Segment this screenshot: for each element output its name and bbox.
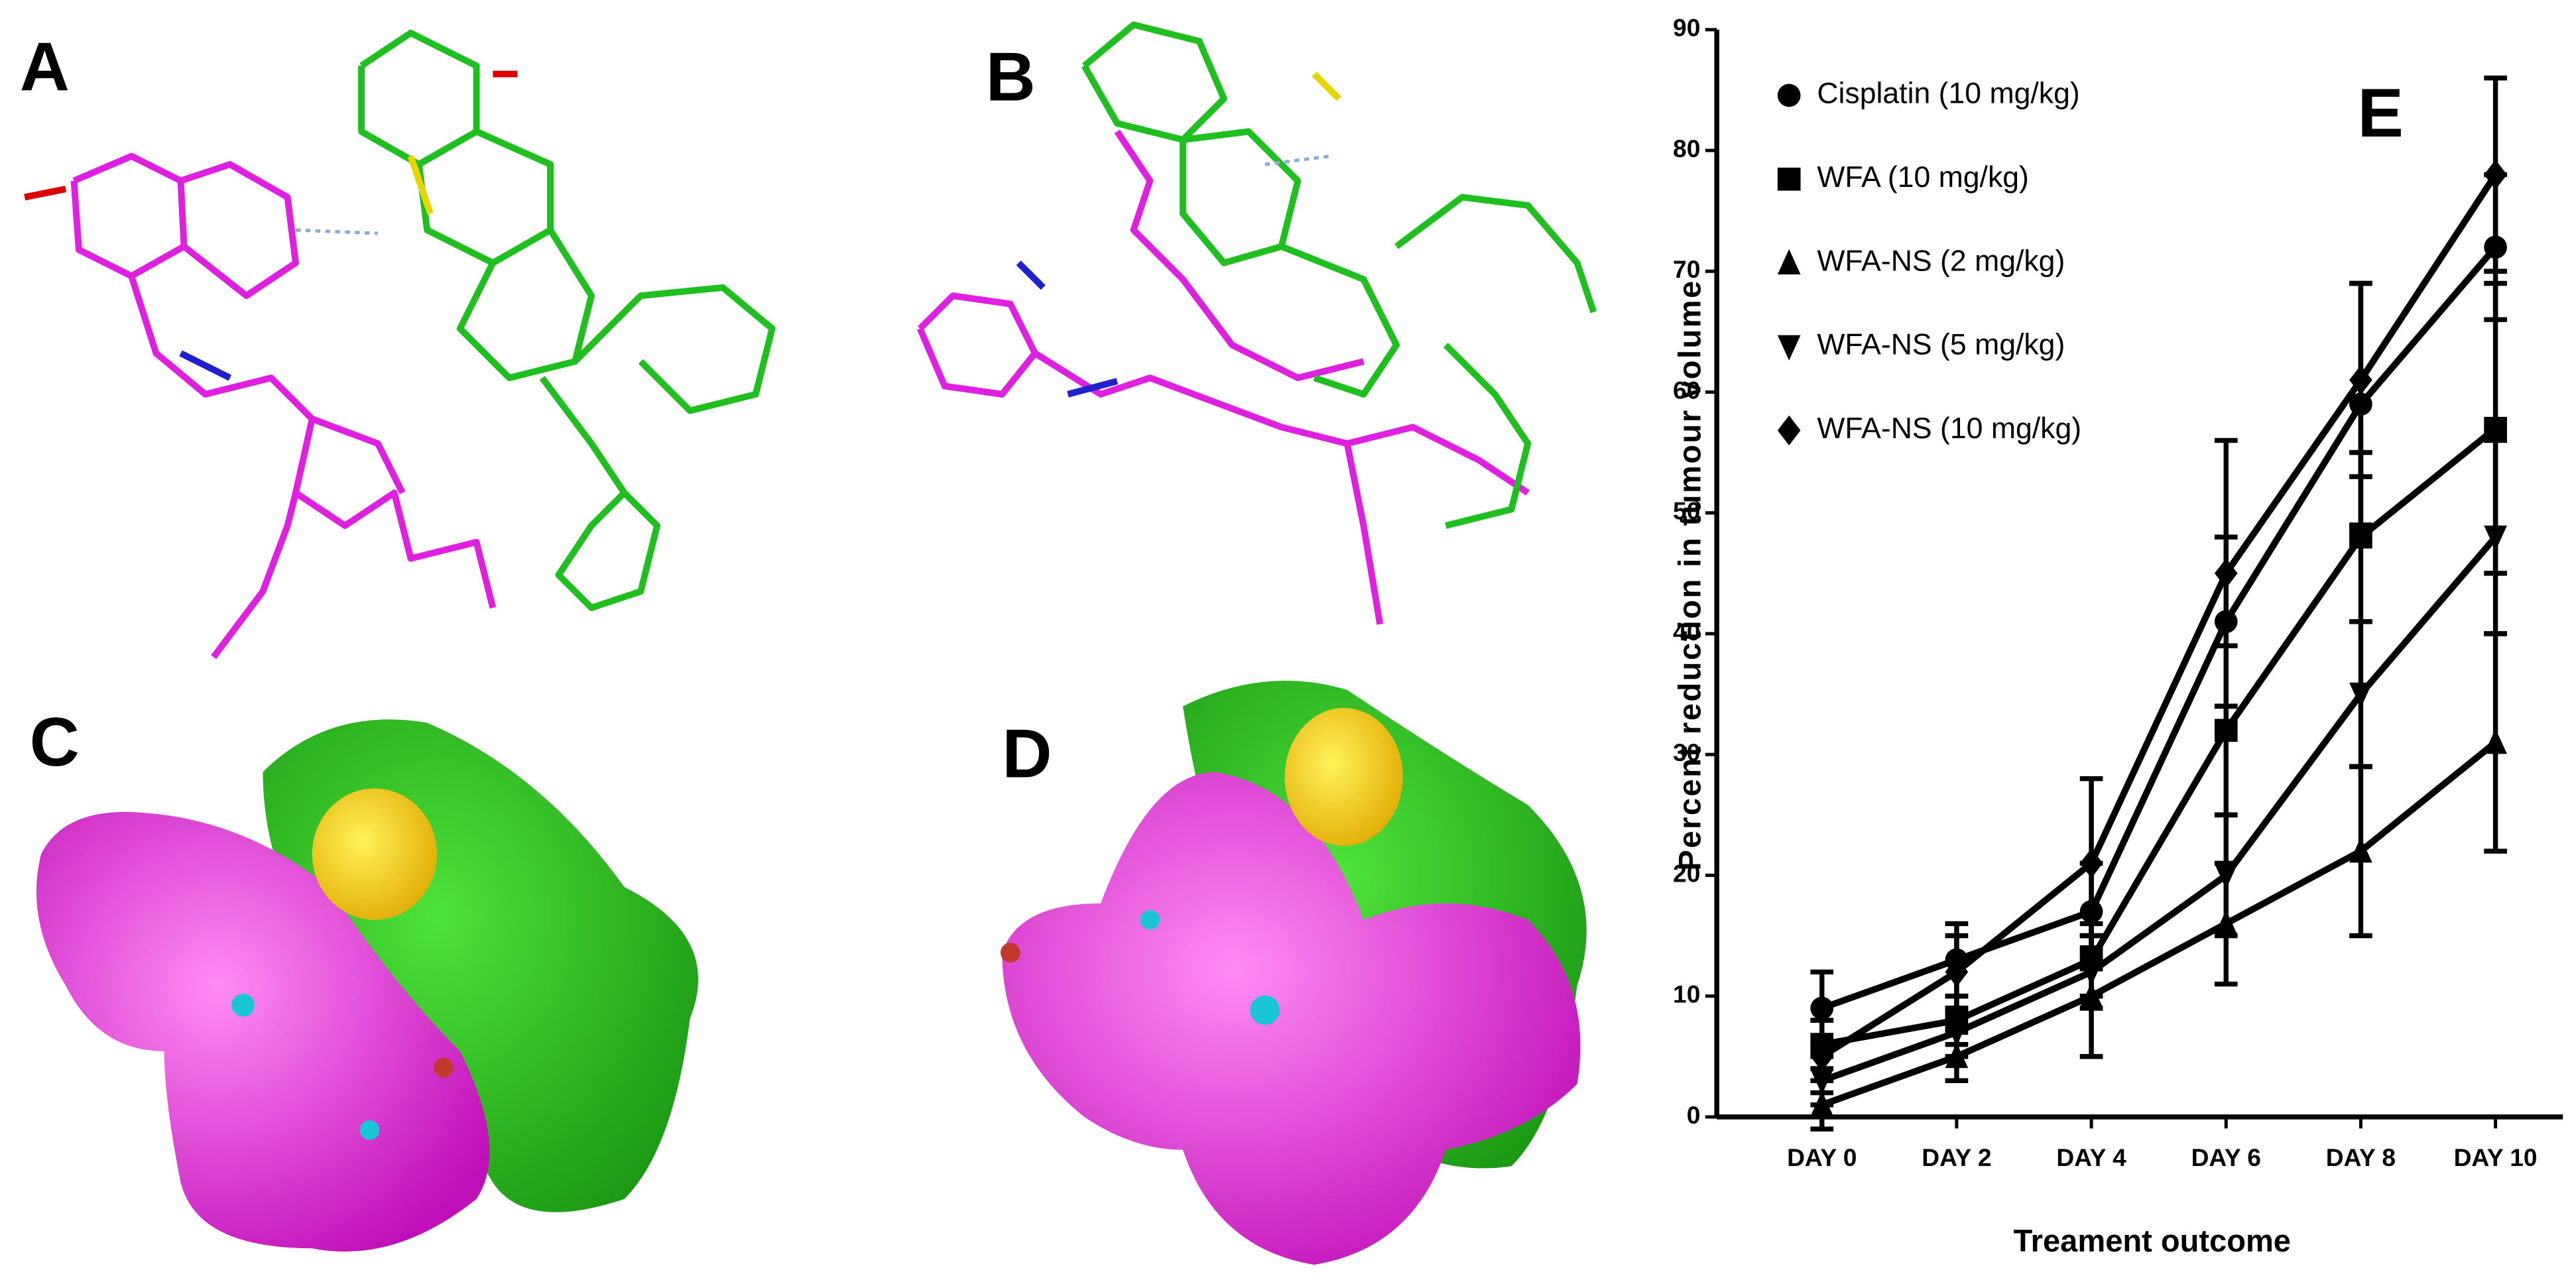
x-tick-label: DAY 0 xyxy=(1787,1143,1857,1171)
marker xyxy=(2484,525,2507,552)
legend-label: WFA-NS (10 mg/kg) xyxy=(1817,412,2081,445)
series-line xyxy=(1821,740,2498,1108)
marker xyxy=(2214,864,2238,890)
x-tick-label: DAY 6 xyxy=(2191,1143,2261,1171)
marker xyxy=(2349,837,2372,863)
y-tick-label: 60 xyxy=(1673,376,1700,404)
marker xyxy=(2484,159,2507,190)
y-tick-label: 50 xyxy=(1673,497,1700,525)
y-tick-label: 20 xyxy=(1673,859,1700,887)
marker xyxy=(1777,415,1801,445)
panel-label: C xyxy=(30,704,80,781)
marker xyxy=(1777,84,1801,107)
panel-label: E xyxy=(2357,75,2403,152)
marker xyxy=(1777,335,1801,361)
marker xyxy=(2349,525,2372,549)
y-tick-label: 70 xyxy=(1673,255,1700,283)
y-tick-label: 10 xyxy=(1673,980,1700,1008)
legend-label: WFA-NS (2 mg/kg) xyxy=(1817,245,2065,277)
x-tick-label: DAY 2 xyxy=(1922,1143,1991,1171)
x-tick-label: DAY 4 xyxy=(2056,1143,2126,1171)
x-axis-title: Treament outcome xyxy=(2014,1223,2291,1258)
marker xyxy=(1810,996,1834,1020)
panel-label: D xyxy=(1002,715,1052,792)
legend-label: WFA (10 mg/kg) xyxy=(1817,161,2029,194)
surface-d xyxy=(1000,680,1587,1265)
marker xyxy=(1945,957,1969,987)
series-line xyxy=(1820,172,2498,1060)
marker xyxy=(2079,960,2103,986)
y-axis-title: Percent reduction in tumour volume xyxy=(1672,279,1707,870)
x-tick-label: DAY 8 xyxy=(2326,1143,2396,1171)
y-tick-label: 30 xyxy=(1673,738,1700,766)
panel-label: A xyxy=(20,29,70,106)
marker xyxy=(2349,365,2372,395)
series-line xyxy=(1821,245,2498,1012)
marker xyxy=(2349,682,2372,708)
legend-label: WFA-NS (5 mg/kg) xyxy=(1817,329,2065,361)
marker xyxy=(1810,1041,1834,1072)
y-tick-label: 80 xyxy=(1673,135,1700,162)
molecule-a xyxy=(24,29,776,660)
marker xyxy=(2484,416,2507,440)
x-tick-label: DAY 10 xyxy=(2454,1143,2538,1171)
legend-label: Cisplatin (10 mg/kg) xyxy=(1817,78,2079,110)
marker xyxy=(2214,558,2238,589)
marker xyxy=(1945,1021,1969,1047)
surface-c xyxy=(36,719,699,1252)
y-tick-label: 0 xyxy=(1687,1101,1701,1129)
chart: E Treament outcome Percent reduction in … xyxy=(1672,14,2563,1258)
marker xyxy=(1777,167,1801,191)
molecule-b xyxy=(916,21,1597,625)
marker xyxy=(2214,719,2238,742)
y-tick-label: 40 xyxy=(1673,618,1700,646)
marker xyxy=(2484,728,2507,754)
marker xyxy=(2079,848,2103,878)
y-tick-label: 90 xyxy=(1673,14,1700,42)
panel-label: B xyxy=(986,39,1036,116)
series-line xyxy=(1821,534,2498,1084)
series-line xyxy=(1821,426,2498,1048)
marker xyxy=(1777,249,1801,274)
